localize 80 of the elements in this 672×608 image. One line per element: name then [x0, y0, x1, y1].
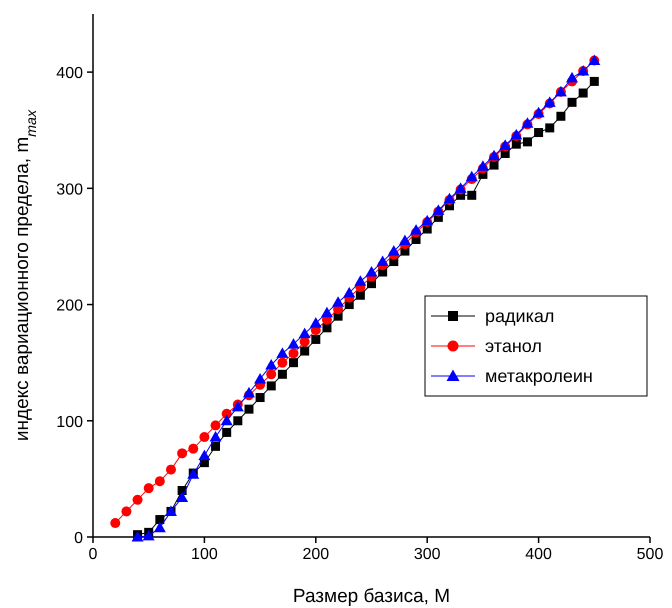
point: [289, 358, 298, 368]
y-tick-label: 300: [56, 181, 84, 198]
point: [578, 88, 588, 98]
point: [322, 323, 332, 332]
point: [590, 76, 599, 86]
point: [566, 72, 578, 82]
point: [211, 442, 220, 451]
point: [343, 286, 356, 298]
point: [398, 234, 411, 246]
point: [376, 256, 389, 266]
point: [410, 224, 422, 235]
point: [266, 369, 276, 380]
point: [354, 275, 366, 286]
point: [199, 432, 210, 442]
y-tick-label: 400: [56, 65, 84, 82]
legend-label: этанол: [485, 336, 542, 356]
x-tick-label: 200: [302, 546, 330, 563]
point: [332, 296, 344, 307]
point: [222, 428, 232, 437]
point: [300, 346, 310, 356]
y-tick-label: 200: [56, 298, 84, 315]
point: [154, 476, 165, 486]
point: [132, 494, 143, 505]
y-tick-label: 0: [74, 530, 84, 547]
point: [155, 515, 164, 524]
x-tick-label: 100: [191, 546, 218, 563]
point: [276, 347, 288, 358]
x-tick-label: 500: [636, 546, 664, 563]
legend-label: метакролеин: [485, 366, 593, 386]
point: [188, 444, 198, 454]
point: [177, 448, 188, 458]
point: [121, 506, 132, 516]
point: [298, 328, 311, 338]
point: [556, 112, 566, 121]
point: [244, 404, 254, 414]
y-tick-label: 100: [56, 414, 84, 431]
point: [265, 358, 278, 370]
x-tick-label: 0: [88, 546, 98, 563]
point: [266, 381, 276, 390]
point: [512, 140, 521, 149]
point: [568, 98, 577, 107]
point: [320, 306, 333, 318]
legend-label: радикал: [485, 306, 554, 326]
x-tick-label: 400: [525, 546, 552, 563]
point: [432, 204, 444, 215]
point: [510, 128, 522, 140]
point: [210, 420, 221, 430]
point: [142, 530, 155, 540]
point: [476, 160, 489, 171]
point: [522, 137, 532, 146]
x-axis-title: Размер базиса, M: [292, 586, 450, 607]
point: [154, 522, 166, 532]
point: [300, 336, 310, 347]
point: [277, 358, 288, 368]
point: [366, 266, 378, 277]
point: [288, 348, 299, 358]
point: [310, 317, 322, 328]
point: [166, 464, 176, 475]
point: [356, 290, 365, 300]
point: [388, 245, 400, 256]
point: [220, 414, 233, 426]
point: [254, 372, 266, 384]
point: [490, 160, 499, 170]
point: [110, 518, 120, 528]
point: [210, 431, 222, 442]
point: [466, 170, 478, 182]
point: [198, 450, 210, 460]
point: [233, 416, 242, 426]
point: [545, 123, 554, 132]
point: [534, 128, 544, 138]
point: [311, 334, 320, 344]
point: [421, 214, 434, 226]
point: [256, 393, 265, 402]
point: [288, 338, 300, 349]
point: [242, 386, 255, 398]
point: [278, 370, 287, 379]
point: [144, 483, 154, 494]
x-tick-label: 300: [414, 546, 441, 563]
point: [467, 190, 476, 200]
point: [176, 491, 188, 502]
